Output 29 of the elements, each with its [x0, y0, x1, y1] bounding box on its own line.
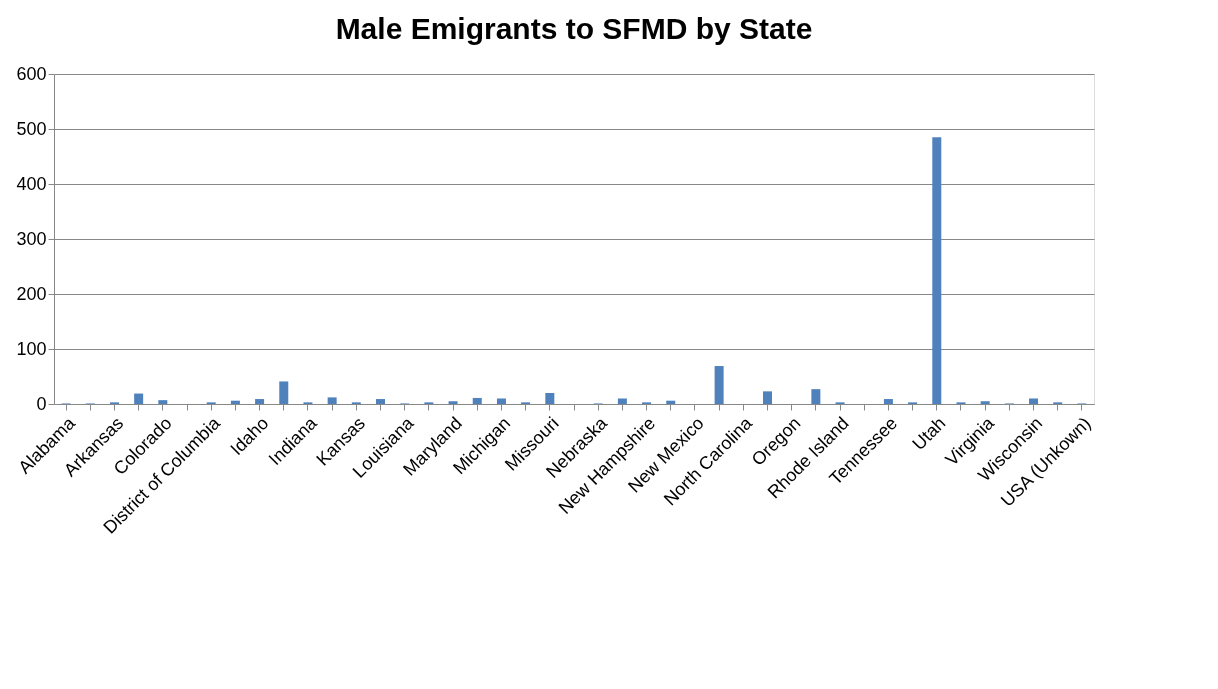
y-tick-label: 400 — [16, 173, 47, 194]
bar — [1029, 398, 1039, 404]
bar — [134, 393, 144, 404]
y-tick-label: 200 — [16, 283, 47, 304]
bar — [158, 400, 168, 404]
y-tick-label: 300 — [16, 228, 47, 249]
bar — [617, 398, 627, 404]
bar — [496, 398, 506, 404]
bar — [811, 389, 821, 404]
bar — [448, 401, 458, 404]
y-tick-label: 500 — [16, 118, 47, 139]
bar — [472, 397, 482, 404]
bar — [376, 399, 386, 404]
bar — [883, 399, 893, 404]
bar — [980, 401, 990, 404]
bar — [666, 400, 676, 404]
bar — [762, 391, 772, 404]
bar — [230, 400, 240, 404]
bar — [327, 397, 337, 404]
y-tick-label: 0 — [36, 393, 47, 414]
x-tick-label: Utah — [908, 413, 950, 455]
y-tick-label: 600 — [16, 63, 47, 84]
y-tick-label: 100 — [16, 338, 47, 359]
bar — [545, 393, 555, 404]
bar — [932, 137, 942, 404]
chart-title: Male Emigrants to SFMD by State — [335, 12, 813, 45]
bar — [714, 366, 724, 404]
bar — [255, 399, 265, 404]
bar — [279, 381, 289, 404]
